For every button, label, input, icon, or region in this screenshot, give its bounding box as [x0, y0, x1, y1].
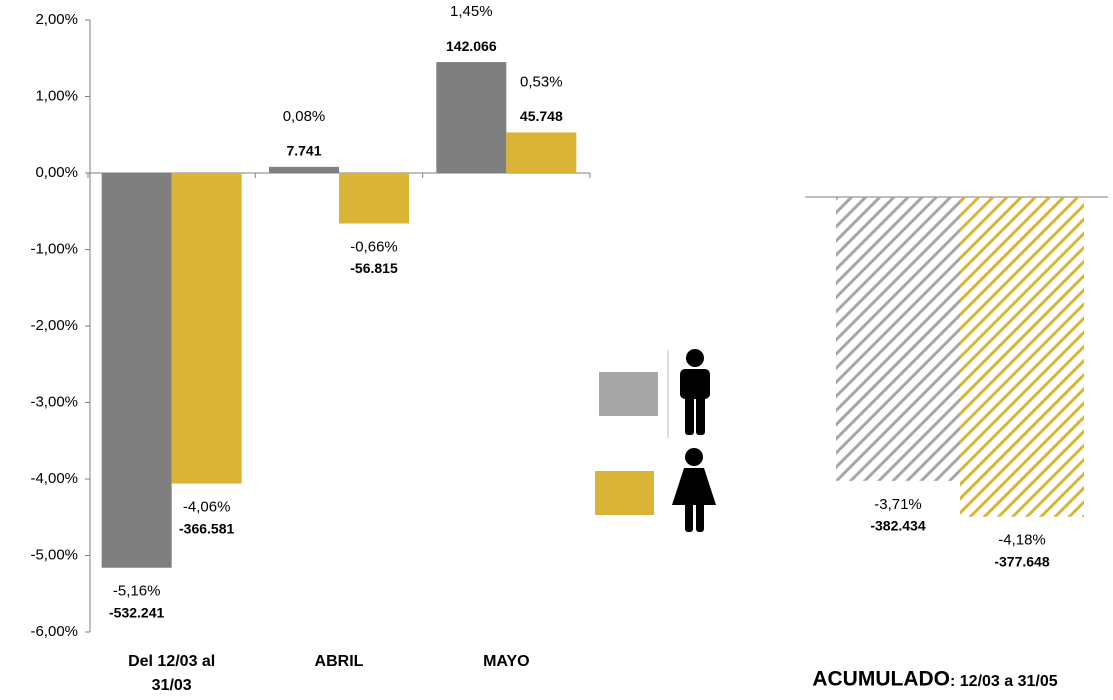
bar — [436, 62, 507, 174]
count-label: 7.741 — [286, 143, 321, 159]
count-label: -377.648 — [994, 553, 1049, 569]
value-label: -0,66% — [350, 238, 398, 255]
count-label: -366.581 — [179, 520, 234, 536]
bar — [836, 197, 960, 481]
value-label: 0,53% — [520, 73, 563, 90]
count-label: 142.066 — [446, 38, 497, 54]
bar — [171, 173, 242, 484]
bar — [269, 166, 339, 173]
y-tick-label: -1,00% — [30, 240, 78, 257]
value-label: -5,16% — [113, 583, 161, 600]
y-tick-label: -6,00% — [30, 623, 78, 640]
man-icon — [680, 349, 710, 435]
bar — [101, 173, 172, 568]
count-label: -56.815 — [350, 260, 398, 276]
legend-swatch — [595, 471, 654, 515]
woman-icon — [672, 448, 716, 532]
subtitle: : 12/03 a 31/05 — [950, 673, 1058, 690]
y-tick-label: -2,00% — [30, 317, 78, 334]
legend-swatch — [599, 372, 658, 416]
value-label: 0,08% — [283, 108, 326, 125]
bar — [339, 173, 409, 224]
legend — [595, 349, 716, 532]
value-label: -3,71% — [874, 496, 922, 513]
y-tick-label: 2,00% — [35, 11, 78, 28]
title: ACUMULADO — [812, 668, 950, 691]
x-tick-label: ABRIL — [315, 653, 364, 670]
bar — [960, 197, 1084, 517]
y-tick-label: -4,00% — [30, 470, 78, 487]
y-tick-label: -3,00% — [30, 393, 78, 410]
y-tick-label: 1,00% — [35, 87, 78, 104]
value-label: -4,18% — [998, 532, 1046, 549]
value-label: -4,06% — [183, 499, 231, 516]
count-label: -382.434 — [870, 518, 925, 534]
value-label: 1,45% — [450, 3, 493, 20]
x-tick-label: MAYO — [483, 653, 530, 670]
y-tick-label: -5,00% — [30, 546, 78, 563]
count-label: 45.748 — [520, 108, 563, 124]
y-tick-label: 0,00% — [35, 164, 78, 181]
x-tick-label: Del 12/03 al 31/03 — [128, 653, 215, 694]
count-label: -532.241 — [109, 604, 164, 620]
bar — [506, 132, 577, 173]
